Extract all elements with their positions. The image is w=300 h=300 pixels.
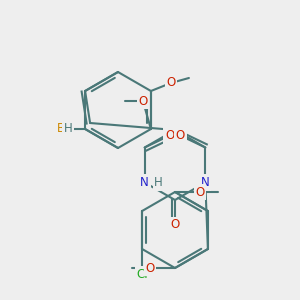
Text: O: O	[138, 94, 148, 107]
Text: O: O	[165, 129, 174, 142]
Text: Br: Br	[56, 122, 70, 136]
Text: O: O	[146, 262, 154, 275]
Text: H: H	[64, 122, 73, 134]
Text: H: H	[154, 176, 163, 189]
Text: O: O	[170, 218, 180, 232]
Text: O: O	[166, 76, 176, 89]
Text: Cl: Cl	[136, 268, 148, 281]
Text: O: O	[176, 129, 185, 142]
Text: N: N	[140, 176, 149, 189]
Text: N: N	[201, 176, 210, 189]
Text: O: O	[195, 185, 205, 199]
